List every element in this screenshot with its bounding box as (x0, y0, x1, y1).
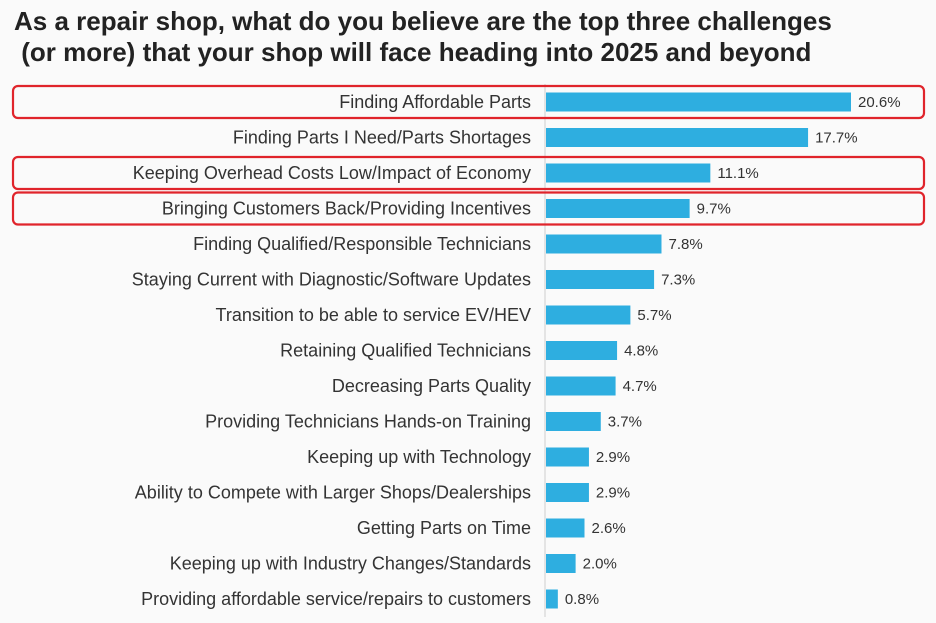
data-label: 4.7% (623, 378, 657, 395)
data-label: 7.8% (668, 236, 702, 253)
category-label: Getting Parts on Time (357, 518, 531, 538)
category-label: Finding Parts I Need/Parts Shortages (233, 128, 531, 148)
category-label: Transition to be able to service EV/HEV (216, 305, 531, 325)
bar (546, 163, 711, 183)
chart-title: As a repair shop, what do you believe ar… (14, 6, 924, 68)
bar (546, 554, 576, 573)
category-label: Staying Current with Diagnostic/Software… (132, 270, 531, 290)
bar (546, 376, 616, 396)
category-label: Keeping up with Technology (307, 447, 531, 467)
chart-title-line-2: (or more) that your shop will face headi… (14, 37, 812, 67)
category-label: Keeping up with Industry Changes/Standar… (170, 554, 531, 574)
data-label: 9.7% (697, 201, 731, 218)
bar-layer: Finding Affordable Parts 20.6% Finding Par… (132, 92, 901, 609)
category-label: Decreasing Parts Quality (332, 376, 531, 396)
bar (546, 483, 589, 502)
data-label: 2.0% (583, 556, 617, 573)
bar (546, 341, 618, 360)
bar (546, 518, 585, 538)
category-label: Providing Technicians Hands-on Training (205, 412, 531, 432)
bar (546, 270, 655, 289)
data-label: 0.8% (565, 591, 599, 608)
bar (546, 589, 558, 609)
category-label: Ability to Compete with Larger Shops/Dea… (135, 483, 531, 503)
highlight-outline-2 (11, 155, 926, 191)
bar (546, 305, 631, 325)
bar (546, 234, 662, 254)
data-label: 7.3% (661, 272, 695, 289)
chart-title-line-1: As a repair shop, what do you believe ar… (14, 6, 832, 36)
data-label: 11.1% (717, 165, 758, 182)
highlight-layer (11, 84, 926, 226)
category-label: Finding Qualified/Responsible Technician… (193, 234, 531, 254)
data-label: 20.6% (858, 94, 901, 111)
data-label: 2.6% (591, 520, 625, 537)
highlight-outline-3 (11, 191, 926, 226)
category-label: Bringing Customers Back/Providing Incent… (162, 199, 531, 219)
category-label: Retaining Qualified Technicians (280, 341, 531, 361)
data-label: 17.7% (815, 130, 858, 147)
data-label: 3.7% (608, 414, 642, 431)
data-label: 2.9% (596, 485, 630, 502)
bar (546, 447, 589, 467)
bar (546, 199, 690, 218)
data-label: 4.8% (624, 343, 658, 360)
category-label: Providing affordable service/repairs to … (141, 589, 531, 609)
data-label: 2.9% (596, 449, 630, 466)
bar (546, 92, 851, 112)
highlight-outline-0 (11, 84, 926, 120)
category-label: Keeping Overhead Costs Low/Impact of Eco… (133, 163, 531, 183)
bar (546, 128, 809, 147)
bar (546, 412, 601, 431)
category-label: Finding Affordable Parts (339, 92, 531, 112)
data-label: 5.7% (637, 307, 671, 324)
